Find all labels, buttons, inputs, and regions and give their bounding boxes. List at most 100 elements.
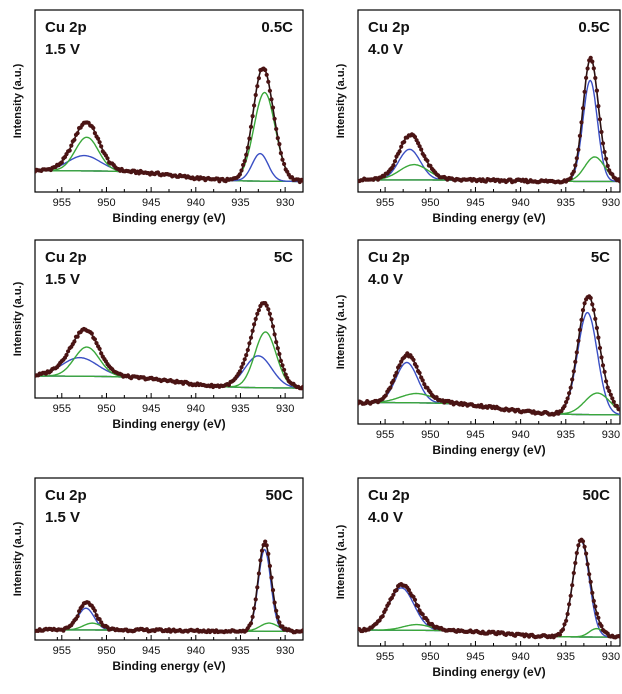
y-axis-label: Intensity (a.u.) [12, 521, 24, 596]
annotation-voltage: 1.5 V [45, 509, 80, 526]
data-point [386, 601, 391, 606]
data-point [574, 156, 579, 161]
data-point [239, 168, 244, 173]
data-point [588, 55, 593, 60]
data-point [105, 156, 110, 161]
data-point [247, 341, 252, 346]
data-point [96, 136, 101, 141]
data-point [274, 126, 279, 132]
data-point [253, 316, 258, 322]
data-point [608, 392, 613, 397]
plot-area [358, 537, 620, 640]
x-tick-label: 940 [187, 197, 205, 209]
data-point [411, 357, 416, 362]
data-point [568, 176, 573, 181]
x-tick-label: 950 [421, 429, 439, 441]
data-point [585, 562, 590, 567]
data-point [91, 125, 96, 131]
data-point [617, 407, 620, 412]
data-point [570, 377, 575, 382]
data-point [275, 346, 280, 351]
data-point [256, 76, 261, 81]
y-axis-label: Intensity (a.u.) [335, 294, 347, 369]
plot-area [35, 539, 303, 635]
chart-panel-6: 955 950 945 940 935 930 Binding energy (eV) Int… [335, 477, 621, 679]
annotation-rate: 0.5C [578, 19, 610, 36]
data-point [252, 103, 257, 108]
data-point [599, 355, 604, 360]
data-point [269, 97, 274, 102]
data-point [605, 385, 610, 390]
x-tick-label: 945 [142, 403, 160, 415]
annotation-voltage: 1.5 V [45, 271, 80, 288]
data-point [420, 378, 425, 383]
data-point [564, 400, 569, 405]
data-point [594, 611, 600, 616]
x-tick-label: 940 [187, 403, 205, 415]
data-point [239, 365, 244, 370]
data-point [412, 134, 418, 140]
data-point [266, 551, 271, 557]
data-point [399, 144, 404, 149]
data-point [59, 160, 64, 165]
data-point [571, 570, 576, 576]
data-point [617, 634, 620, 639]
data-point [255, 311, 260, 316]
data-point [391, 378, 396, 383]
data-point [422, 153, 427, 159]
data-point [247, 136, 252, 141]
data-point [263, 67, 268, 73]
data-point [565, 611, 570, 617]
x-axis-label: Binding energy (eV) [432, 443, 545, 457]
x-tick-label: 930 [602, 197, 620, 209]
envelope-curve [358, 295, 620, 415]
x-tick-label: 955 [376, 429, 394, 441]
data-point [587, 572, 592, 577]
data-point [274, 608, 279, 613]
data-point [237, 172, 242, 177]
data-point [568, 593, 573, 598]
x-tick-label: 950 [97, 403, 115, 415]
x-tick-label: 930 [276, 197, 294, 209]
data-point [244, 353, 249, 358]
data-point [593, 604, 598, 609]
data-point [579, 120, 584, 125]
annotation-element: Cu 2p [45, 487, 87, 504]
data-point [591, 307, 596, 312]
data-point [75, 614, 80, 619]
data-point [66, 349, 71, 354]
data-point [584, 75, 589, 80]
envelope-curve [35, 66, 303, 182]
x-tick-label: 935 [231, 197, 249, 209]
data-point [282, 367, 287, 372]
data-point [242, 357, 247, 362]
data-point [582, 301, 587, 306]
data-point [97, 617, 102, 622]
data-point [397, 363, 402, 368]
data-point [277, 351, 282, 357]
data-point [600, 141, 606, 146]
data-point [602, 149, 607, 155]
data-point [574, 550, 579, 556]
data-point [270, 588, 276, 593]
data-point [241, 162, 246, 168]
data-point [242, 158, 247, 164]
x-tick-label: 950 [421, 197, 439, 209]
x-tick-label: 940 [511, 429, 529, 441]
data-point [241, 361, 246, 366]
data-point [272, 116, 277, 121]
data-point [577, 133, 583, 138]
data-point [582, 89, 587, 94]
component_2-peak-4 [358, 392, 620, 415]
plot-area [35, 301, 303, 391]
data-point [568, 385, 573, 390]
data-point [412, 597, 418, 602]
data-point [77, 609, 82, 614]
data-point [264, 543, 269, 548]
data-point [570, 583, 575, 588]
data-point [75, 334, 80, 339]
data-point [258, 558, 263, 563]
chart-panel-2: 955 950 945 940 935 930 Binding energy (eV) Int… [335, 9, 621, 225]
data-point [285, 375, 290, 381]
data-point [574, 350, 579, 355]
